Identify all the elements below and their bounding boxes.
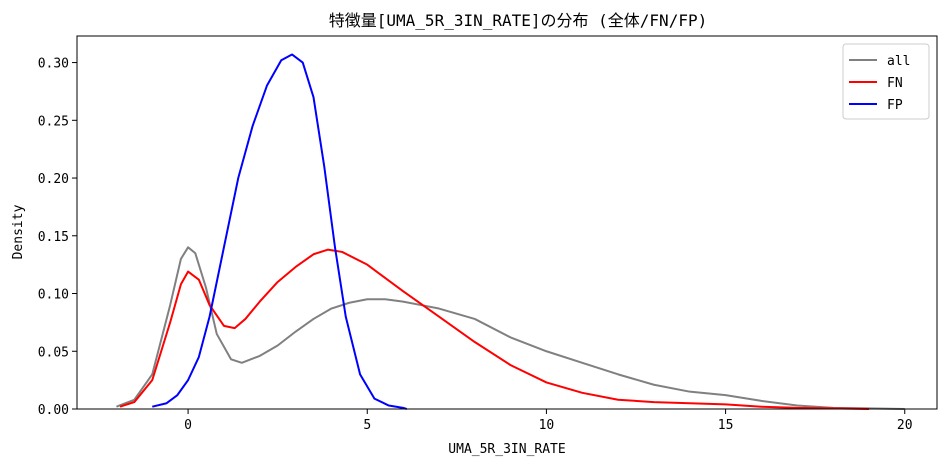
x-tick-label: 15: [718, 418, 734, 433]
series-group: [116, 53, 905, 410]
y-tick-label: 0.10: [38, 288, 69, 303]
plot-frame: [76, 35, 938, 410]
x-tick-label: 10: [539, 418, 555, 433]
y-tick-label: 0.25: [38, 114, 69, 129]
x-axis-ticks: 0 5 10 15 20: [184, 409, 913, 433]
chart-title: 特徴量[UMA_5R_3IN_RATE]の分布 (全体/FN/FP): [329, 11, 707, 30]
y-tick-label: 0.00: [38, 403, 69, 418]
y-axis-label: Density: [11, 204, 26, 259]
x-axis-label: UMA_5R_3IN_RATE: [448, 442, 565, 457]
x-tick-label: 5: [363, 418, 371, 433]
legend-label-all: all: [887, 54, 910, 69]
y-axis-ticks: 0.00 0.05 0.10 0.15 0.20 0.25 0.30: [38, 57, 77, 418]
y-tick-label: 0.15: [38, 230, 69, 245]
series-line-all: [116, 246, 905, 410]
y-tick-label: 0.05: [38, 345, 69, 360]
legend-label-fp: FP: [887, 98, 903, 113]
series-line-fp: [152, 53, 407, 410]
y-tick-label: 0.20: [38, 172, 69, 187]
legend: all FN FP: [842, 43, 930, 120]
x-tick-label: 0: [184, 418, 192, 433]
legend-box: [842, 43, 930, 120]
legend-label-fn: FN: [887, 76, 903, 91]
y-tick-label: 0.30: [38, 57, 69, 72]
x-tick-label: 20: [897, 418, 913, 433]
